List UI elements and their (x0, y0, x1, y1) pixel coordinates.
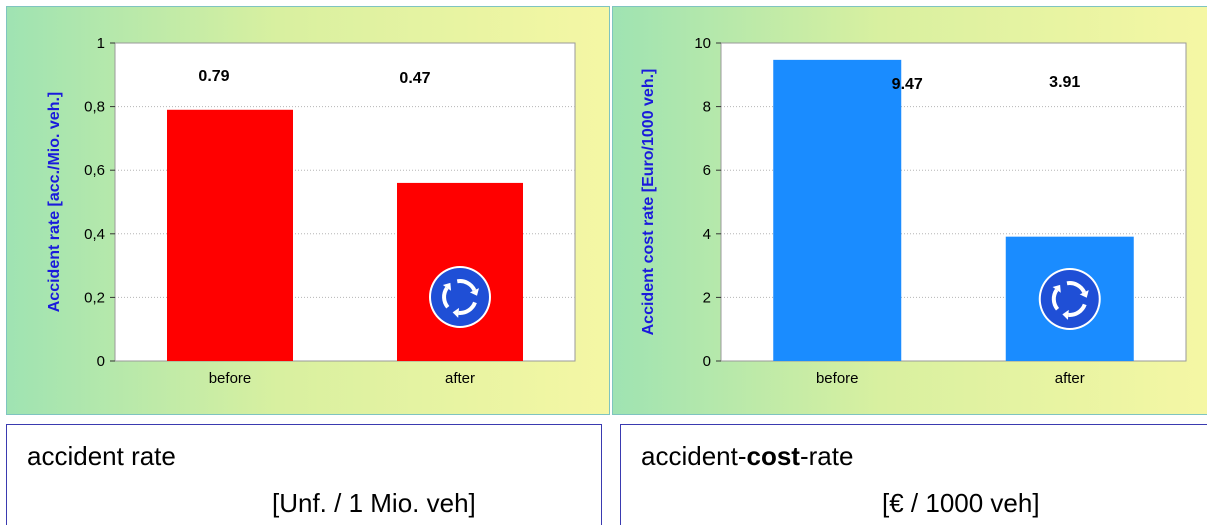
caption-title: accident-cost-rate (641, 441, 853, 472)
value-label: 9.47 (892, 76, 923, 93)
y-axis-label: Accident cost rate [Euro/1000 veh.] (640, 69, 657, 336)
caption-title-pre: accident- (641, 441, 747, 471)
accident-cost-rate-caption: accident-cost-rate [€ / 1000 veh] (620, 424, 1207, 525)
bar-before (167, 109, 293, 361)
y-tick-label: 0,6 (84, 162, 105, 179)
y-tick-label: 0 (97, 353, 105, 370)
accident-rate-chart-panel: 0 0,2 0,4 0,6 0,8 1 before 0.79 after 0.47 Acciden… (6, 6, 610, 415)
caption-title: accident rate (27, 441, 176, 471)
value-label: 0.47 (399, 70, 430, 87)
y-tick-label: 0,8 (84, 99, 105, 116)
y-tick-label: 4 (703, 226, 711, 243)
roundabout-sign-icon (1038, 268, 1101, 330)
value-label: 3.91 (1049, 74, 1080, 91)
bar-before (773, 59, 902, 361)
x-category-label: before (816, 370, 859, 387)
y-tick-label: 10 (694, 35, 711, 52)
value-label: 0.79 (198, 68, 229, 85)
y-tick-label: 0,4 (84, 226, 105, 243)
y-tick-label: 2 (703, 289, 711, 306)
roundabout-sign-icon (429, 266, 491, 328)
accident-rate-caption: accident rate [Unf. / 1 Mio. veh] (6, 424, 602, 525)
y-tick-label: 0,2 (84, 289, 105, 306)
caption-title-bold: cost (746, 441, 800, 471)
x-category-label: before (209, 370, 252, 387)
y-tick-label: 0 (703, 353, 711, 370)
caption-unit: [€ / 1000 veh] (882, 488, 1040, 518)
accident-cost-rate-chart: 0 2 4 6 8 10 before 9.47 after 3.91 Accident cost … (640, 35, 1187, 387)
accident-cost-rate-chart-panel: 0 2 4 6 8 10 before 9.47 after 3.91 Accident cost … (612, 6, 1207, 415)
y-tick-label: 6 (703, 162, 711, 179)
y-tick-label: 8 (703, 99, 711, 116)
caption-title-post: -rate (799, 441, 854, 471)
x-category-label: after (445, 370, 475, 387)
x-category-label: after (1055, 370, 1085, 387)
caption-unit: [Unf. / 1 Mio. veh] (272, 488, 476, 518)
y-axis-label: Accident rate [acc./Mio. veh.] (46, 92, 63, 313)
accident-rate-chart: 0 0,2 0,4 0,6 0,8 1 before 0.79 after 0.47 Acciden… (46, 35, 576, 387)
y-tick-label: 1 (97, 35, 105, 52)
